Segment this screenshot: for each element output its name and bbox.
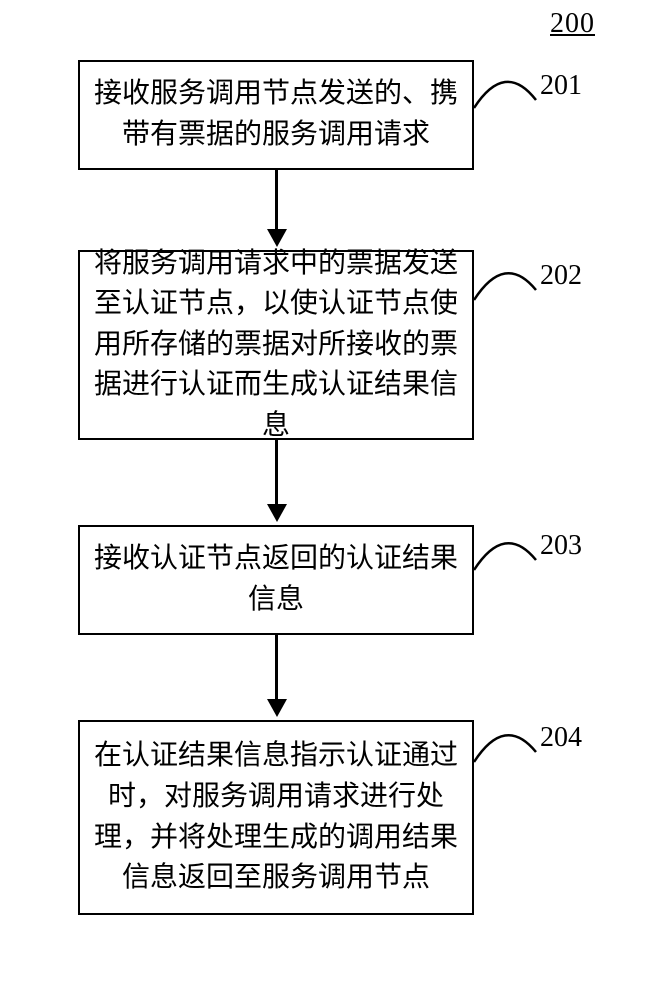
step-connector bbox=[470, 518, 540, 574]
step-box: 接收服务调用节点发送的、携带有票据的服务调用请求 bbox=[78, 60, 474, 170]
arrow-line bbox=[275, 635, 278, 702]
arrow-head-icon bbox=[267, 504, 287, 522]
step-text: 接收认证节点返回的认证结果信息 bbox=[94, 539, 458, 620]
flowchart-canvas: 200 接收服务调用节点发送的、携带有票据的服务调用请求 201 将服务调用请求中的… bbox=[0, 0, 653, 1000]
step-connector bbox=[470, 248, 540, 304]
step-connector bbox=[470, 710, 540, 766]
step-number: 202 bbox=[540, 260, 582, 292]
arrow-line bbox=[275, 170, 278, 232]
arrow-line bbox=[275, 440, 278, 507]
figure-label: 200 bbox=[550, 8, 595, 40]
step-number: 204 bbox=[540, 722, 582, 754]
step-number: 201 bbox=[540, 70, 582, 102]
step-box: 在认证结果信息指示认证通过时，对服务调用请求进行处理，并将处理生成的调用结果信息… bbox=[78, 720, 474, 915]
step-text: 在认证结果信息指示认证通过时，对服务调用请求进行处理，并将处理生成的调用结果信息… bbox=[94, 736, 458, 898]
step-number: 203 bbox=[540, 530, 582, 562]
step-box: 接收认证节点返回的认证结果信息 bbox=[78, 525, 474, 635]
arrow-head-icon bbox=[267, 699, 287, 717]
step-text: 将服务调用请求中的票据发送至认证节点，以使认证节点使用所存储的票据对所接收的票据… bbox=[94, 244, 458, 447]
step-text: 接收服务调用节点发送的、携带有票据的服务调用请求 bbox=[94, 74, 458, 155]
step-box: 将服务调用请求中的票据发送至认证节点，以使认证节点使用所存储的票据对所接收的票据… bbox=[78, 250, 474, 440]
step-connector bbox=[470, 56, 540, 112]
arrow-head-icon bbox=[267, 229, 287, 247]
